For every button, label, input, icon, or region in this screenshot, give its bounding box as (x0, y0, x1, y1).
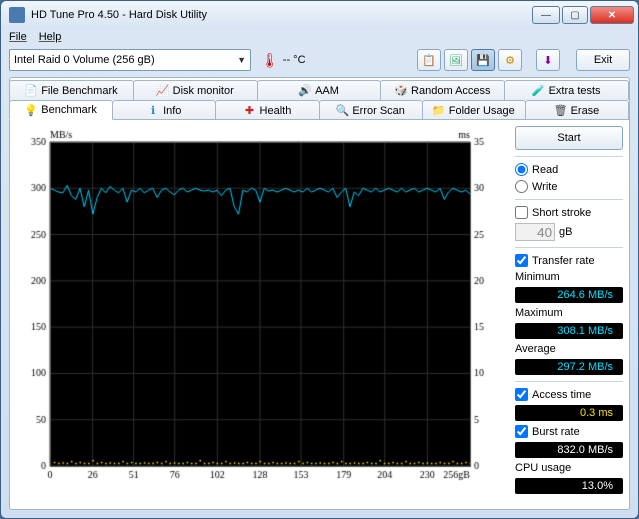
burst-rate-value: 832.0 MB/s (515, 442, 623, 458)
access-time-value: 0.3 ms (515, 405, 623, 421)
benchmark-icon: 💡 (25, 104, 37, 116)
thermometer-icon: 🌡 (261, 52, 279, 69)
toolbar-group-1: 📋 🖼 💾 ⚙ (417, 49, 522, 71)
extra-tests-icon: 🧪 (533, 85, 545, 97)
temperature: 🌡 -- °C (261, 52, 306, 69)
close-button[interactable]: ✕ (590, 6, 634, 24)
hdtune-window: HD Tune Pro 4.50 - Hard Disk Utility — ▢… (0, 0, 639, 519)
titlebar[interactable]: HD Tune Pro 4.50 - Hard Disk Utility — ▢… (1, 1, 638, 29)
tabrow-top: 📄File Benchmark 📈Disk monitor 🔊AAM 🎲Rand… (10, 80, 629, 100)
error-scan-icon: 🔍 (336, 105, 348, 117)
random-access-icon: 🎲 (395, 85, 407, 97)
average-label: Average (515, 343, 623, 355)
folder-usage-icon: 📁 (433, 105, 445, 117)
toolbar: Intel Raid 0 Volume (256 gB) ▼ 🌡 -- °C 📋… (1, 45, 638, 75)
separator (515, 247, 623, 248)
disk-select-text: Intel Raid 0 Volume (256 gB) (14, 54, 155, 66)
maximum-label: Maximum (515, 307, 623, 319)
read-radio[interactable]: Read (515, 163, 623, 176)
options-button[interactable]: ⚙ (498, 49, 522, 71)
cpu-usage-label: CPU usage (515, 462, 623, 474)
tab-folder-usage[interactable]: 📁Folder Usage (422, 100, 526, 120)
benchmark-panel: Start Read Write Short stroke gB Transfe… (10, 119, 629, 509)
menu-file[interactable]: File (9, 31, 27, 43)
image-icon: 🖼 (449, 54, 463, 67)
tabrow-bottom: 💡Benchmark ℹInfo ✚Health 🔍Error Scan 📁Fo… (10, 100, 629, 120)
info-icon: ℹ (147, 105, 159, 117)
exit-button[interactable]: Exit (576, 49, 630, 71)
tab-aam[interactable]: 🔊AAM (257, 80, 382, 100)
save-icon: 💾 (476, 54, 490, 67)
transfer-rate-check[interactable]: Transfer rate (515, 254, 623, 267)
burst-rate-check[interactable]: Burst rate (515, 425, 623, 438)
chevron-down-icon: ▼ (237, 55, 246, 65)
file-benchmark-icon: 📄 (25, 85, 37, 97)
copy-screenshot-button[interactable]: 🖼 (444, 49, 468, 71)
tab-random-access[interactable]: 🎲Random Access (380, 80, 505, 100)
side-panel: Start Read Write Short stroke gB Transfe… (515, 126, 623, 503)
save-button[interactable]: 💾 (471, 49, 495, 71)
short-stroke-row: gB (515, 223, 623, 241)
aam-icon: 🔊 (299, 85, 311, 97)
tab-erase[interactable]: 🗑Erase (525, 100, 629, 120)
tab-benchmark[interactable]: 💡Benchmark (9, 100, 113, 120)
content: 📄File Benchmark 📈Disk monitor 🔊AAM 🎲Rand… (9, 77, 630, 510)
access-time-check[interactable]: Access time (515, 388, 623, 401)
tab-file-benchmark[interactable]: 📄File Benchmark (9, 80, 134, 100)
tab-health[interactable]: ✚Health (215, 100, 319, 120)
tab-error-scan[interactable]: 🔍Error Scan (319, 100, 423, 120)
benchmark-chart (16, 126, 496, 486)
minimum-label: Minimum (515, 271, 623, 283)
short-stroke-unit: gB (559, 226, 572, 238)
average-value: 297.2 MB/s (515, 359, 623, 375)
tab-extra-tests[interactable]: 🧪Extra tests (504, 80, 629, 100)
menu-help[interactable]: Help (39, 31, 62, 43)
window-title: HD Tune Pro 4.50 - Hard Disk Utility (31, 9, 530, 21)
temperature-text: -- °C (283, 54, 306, 66)
start-button[interactable]: Start (515, 126, 623, 150)
write-radio[interactable]: Write (515, 180, 623, 193)
down-arrow-icon: ⬇ (543, 54, 552, 67)
copy-icon: 📋 (422, 54, 436, 67)
gear-icon: ⚙ (505, 54, 515, 67)
maximum-value: 308.1 MB/s (515, 323, 623, 339)
tab-disk-monitor[interactable]: 📈Disk monitor (133, 80, 258, 100)
tab-info[interactable]: ℹInfo (112, 100, 216, 120)
disk-monitor-icon: 📈 (157, 85, 169, 97)
copy-text-button[interactable]: 📋 (417, 49, 441, 71)
maximize-button[interactable]: ▢ (562, 6, 588, 24)
minimum-value: 264.6 MB/s (515, 287, 623, 303)
minimize-button[interactable]: — (532, 6, 560, 24)
toolbar-group-2: ⬇ (536, 49, 560, 71)
disk-select[interactable]: Intel Raid 0 Volume (256 gB) ▼ (9, 49, 251, 71)
app-icon (9, 7, 25, 23)
separator (515, 156, 623, 157)
separator (515, 199, 623, 200)
erase-icon: 🗑 (555, 105, 567, 117)
health-icon: ✚ (244, 105, 256, 117)
restore-button[interactable]: ⬇ (536, 49, 560, 71)
separator (515, 381, 623, 382)
short-stroke-input (515, 223, 555, 241)
short-stroke-check[interactable]: Short stroke (515, 206, 623, 219)
menubar: File Help (1, 29, 638, 45)
chart-area (16, 126, 507, 503)
cpu-usage-value: 13.0% (515, 478, 623, 494)
